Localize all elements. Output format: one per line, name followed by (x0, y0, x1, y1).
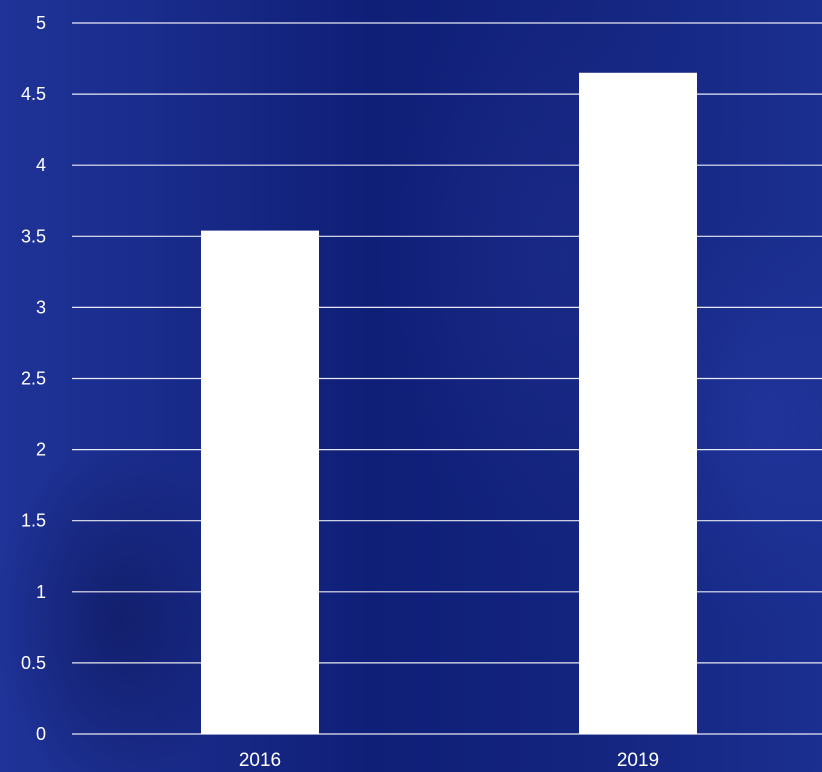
y-tick-label: 3.5 (21, 226, 46, 246)
y-tick-label: 2 (36, 440, 46, 460)
y-axis-tick-labels: 0 0.5 1 1.5 2 2.5 3 3.5 4 4.5 5 (21, 13, 46, 744)
y-tick-label: 4 (36, 155, 46, 175)
y-tick-label: 1 (36, 582, 46, 602)
y-tick-label: 1.5 (21, 511, 46, 531)
x-tick-label: 2016 (239, 750, 281, 771)
bars (201, 72, 697, 734)
y-tick-label: 2.5 (21, 369, 46, 389)
y-tick-label: 3 (36, 297, 46, 317)
gridlines (72, 22, 822, 735)
x-axis-tick-labels: 2016 2019 (239, 750, 659, 771)
y-tick-label: 5 (36, 13, 46, 33)
y-tick-label: 4.5 (21, 84, 46, 104)
x-tick-label: 2019 (617, 750, 659, 771)
bar-2019 (579, 72, 697, 734)
y-tick-label: 0 (36, 724, 46, 744)
bar-2016 (201, 230, 319, 734)
y-tick-label: 0.5 (21, 653, 46, 673)
